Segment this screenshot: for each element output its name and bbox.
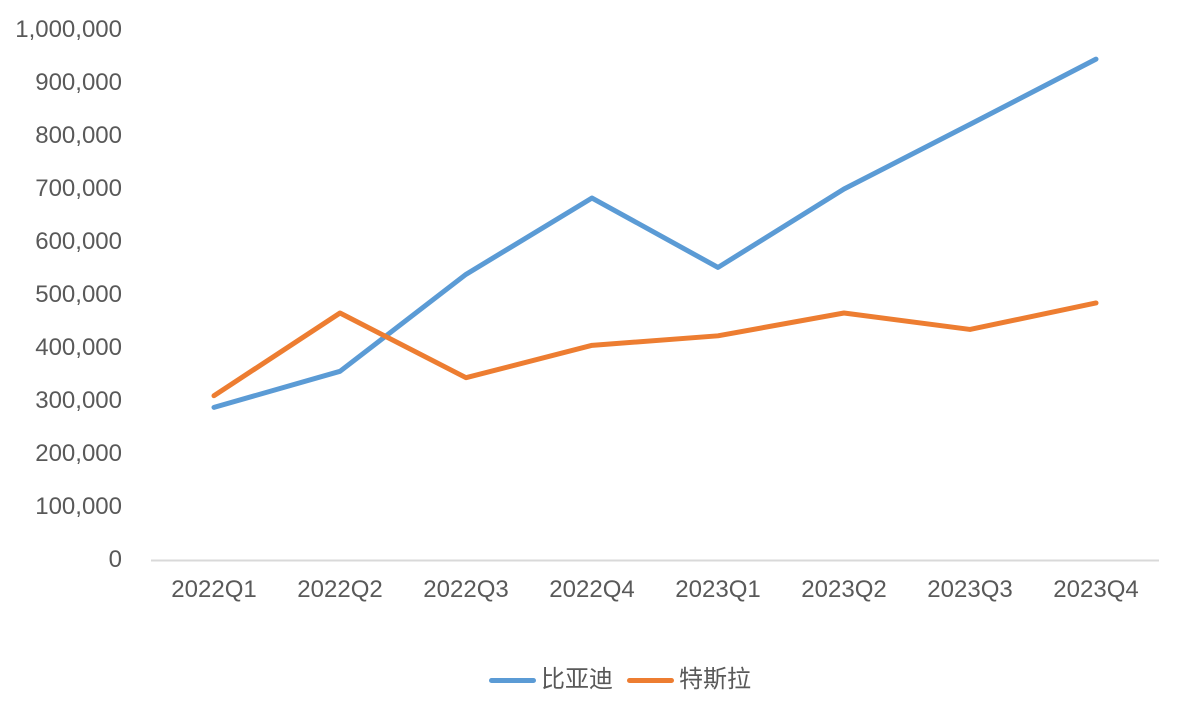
y-tick-label: 1,000,000 [15,16,122,43]
legend-item-0: 比亚迪 [489,666,613,694]
y-tick-label: 300,000 [35,387,122,414]
x-tick-label: 2023Q2 [801,576,887,603]
series-line-0 [211,56,1099,410]
legend-swatch-icon [627,677,674,683]
x-tick-label: 2023Q1 [675,576,761,603]
series-line-1 [211,300,1099,399]
y-tick-label: 400,000 [35,334,122,361]
y-tick-label: 500,000 [35,281,122,308]
y-tick-label: 600,000 [35,228,122,255]
legend-label: 特斯拉 [679,666,751,693]
x-tick-label: 2022Q1 [171,576,257,603]
x-tick-label: 2022Q3 [423,576,509,603]
y-tick-label: 900,000 [35,69,122,96]
legend-swatch-icon [489,677,536,683]
legend-label: 比亚迪 [541,666,613,693]
legend: 比亚迪 特斯拉 [0,666,1180,694]
y-tick-label: 200,000 [35,440,122,467]
y-tick-label: 100,000 [35,493,122,520]
y-tick-label: 0 [108,546,122,573]
x-tick-label: 2022Q4 [549,576,635,603]
y-tick-label: 800,000 [35,122,122,149]
x-tick-label: 2023Q3 [927,576,1013,603]
x-tick-label: 2022Q2 [297,576,383,603]
y-tick-label: 700,000 [35,175,122,202]
x-tick-label: 2023Q4 [1053,576,1139,603]
legend-item-1: 特斯拉 [627,666,751,694]
